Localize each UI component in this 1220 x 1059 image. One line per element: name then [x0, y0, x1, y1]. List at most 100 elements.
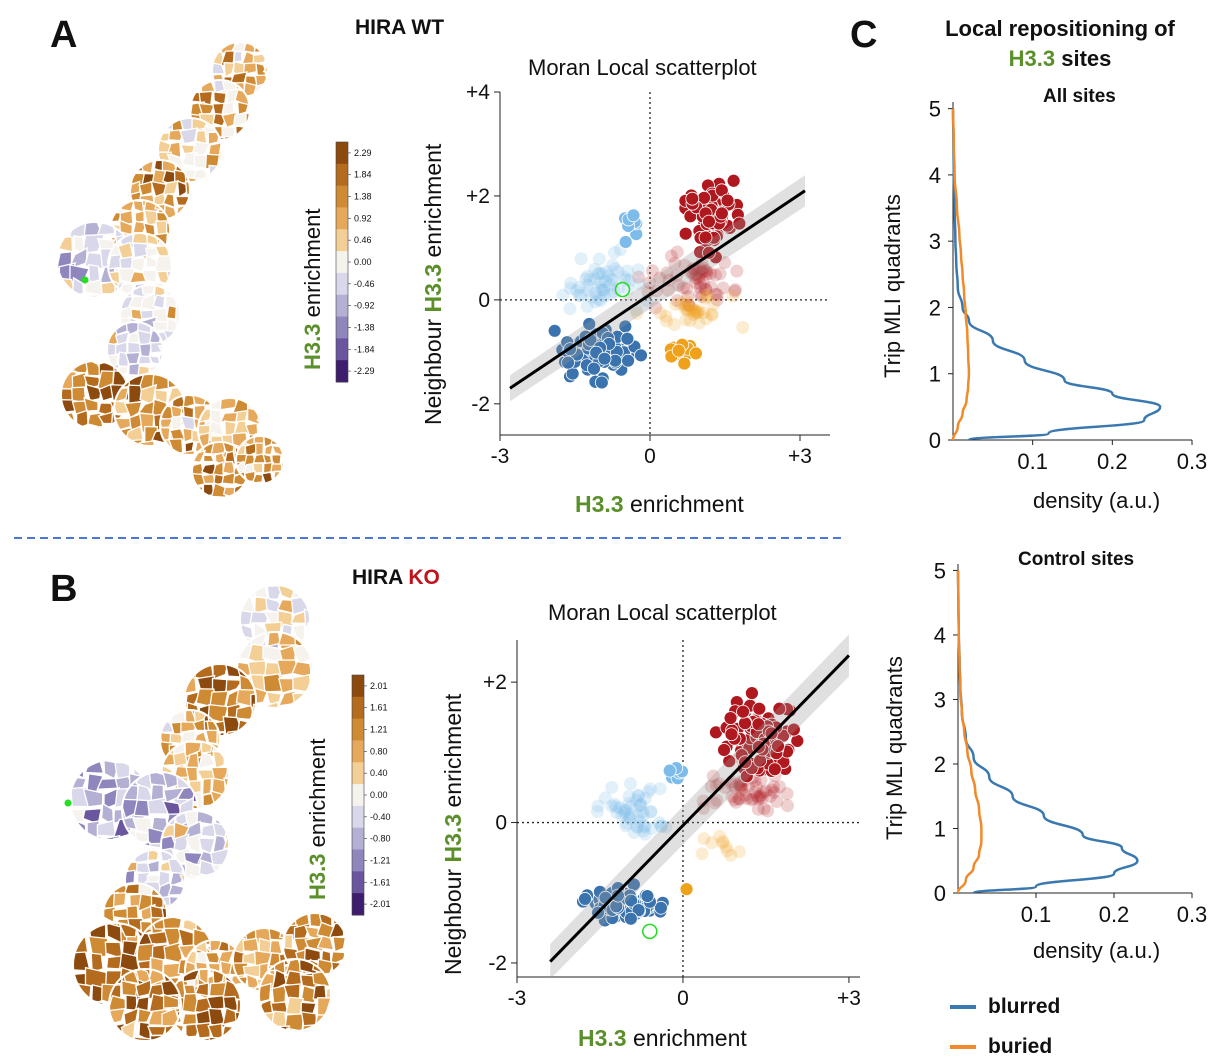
point-hh-faded	[725, 790, 739, 804]
tissue-cell	[251, 94, 267, 98]
point-ll-faded	[607, 246, 621, 260]
colorbar-a-title: H3.3 enrichment	[300, 209, 326, 370]
tissue-cell	[108, 294, 123, 297]
point-hh-faded	[761, 804, 775, 818]
scatter-a-ylabel: Neighbour H3.3 enrichment	[420, 144, 447, 425]
point-ll-faded	[570, 284, 584, 298]
point-hl-faded	[630, 306, 644, 320]
point-hl-faded	[719, 840, 733, 854]
colorbar-tick-label: 1.38	[354, 192, 372, 202]
colorbar-a-title-h33: H3.3	[300, 323, 325, 370]
point-hh-faded	[704, 280, 718, 294]
tissue-cell	[96, 819, 117, 838]
x-tick-label: 0.2	[1097, 449, 1128, 474]
tissue-cell	[344, 939, 347, 954]
point-hl-faded	[705, 307, 719, 321]
scatter-b-xlabel-h33: H3.3	[578, 1025, 627, 1051]
tissue-cell	[310, 1024, 331, 1031]
tissue-cell	[174, 304, 180, 323]
point-hl-faded	[716, 836, 730, 850]
x-tick-label: -3	[491, 445, 510, 468]
point-hh-faded	[730, 264, 744, 278]
tissue-cell	[70, 833, 90, 840]
point-hh-faded	[689, 271, 703, 285]
tissue-cell	[224, 862, 229, 879]
point-hh-faded	[752, 790, 766, 804]
colorbar-segment	[352, 849, 364, 872]
regression-line	[549, 654, 851, 963]
point-hl-faded	[725, 289, 739, 303]
tissue-cell	[138, 440, 157, 446]
tissue-cell	[224, 766, 229, 783]
point-ll-faded	[605, 272, 619, 286]
point-ll-faded	[574, 288, 588, 302]
point-ll-faded	[597, 282, 611, 296]
tissue-cell	[83, 396, 99, 412]
point-lh-faded	[641, 785, 655, 799]
tissue-cell	[223, 61, 236, 79]
tissue-blob-outline	[160, 810, 230, 880]
point-hh-faded	[642, 276, 656, 290]
point-ll	[634, 348, 648, 363]
tissue-cell	[306, 702, 313, 708]
tissue-cell	[182, 896, 185, 910]
point-hh-faded	[693, 277, 707, 291]
point-ll-faded	[594, 281, 608, 295]
point-ll-faded	[556, 288, 570, 302]
point-ll-faded	[601, 269, 615, 283]
point-hh-faded	[653, 271, 667, 285]
point-ll-faded	[591, 267, 605, 281]
legend-blurred: blurred	[950, 995, 1060, 1019]
point-ll-faded	[563, 281, 577, 295]
tissue-cell	[186, 205, 190, 220]
scatter-b-xlabel: H3.3 enrichment	[578, 1025, 747, 1052]
point-ll-faded	[572, 288, 586, 302]
tissue-cell	[147, 930, 169, 946]
point-hh-faded	[767, 785, 781, 799]
point-hl-faded	[686, 308, 700, 322]
point-ll	[582, 317, 597, 331]
point-hh-faded	[693, 287, 707, 301]
highlight-point	[642, 923, 658, 940]
point-hh-faded	[728, 284, 742, 298]
point-ll-faded	[597, 289, 611, 303]
point-hh-faded	[670, 245, 684, 259]
point-ll-faded	[606, 273, 620, 287]
point-hl-faded	[700, 290, 714, 304]
point-lh-faded	[615, 808, 629, 822]
point-hh-faded	[750, 780, 764, 794]
tissue-cell	[221, 126, 237, 138]
point-hh	[685, 191, 700, 206]
point-ll-faded	[582, 284, 596, 298]
point-lh-faded	[637, 820, 651, 834]
tissue-cell	[61, 422, 78, 429]
panel-c-title-line2: H3.3 sites	[900, 44, 1220, 74]
density-control-xlabel: density (a.u.)	[1033, 938, 1161, 963]
tissue-cell	[211, 460, 225, 477]
tissue-cell	[146, 1025, 168, 1036]
tissue-cell	[172, 750, 188, 767]
condition-title-wt: HIRA WT	[355, 16, 445, 39]
point-ll	[547, 323, 562, 338]
tissue-cell	[178, 329, 180, 342]
point-hh	[751, 717, 766, 732]
density-curve-buried	[956, 570, 983, 894]
point-hh-faded	[748, 785, 762, 799]
colorbar-tick-label: 0.80	[370, 746, 388, 756]
point-hh-faded	[767, 780, 781, 794]
tissue-cell	[295, 701, 313, 708]
point-lh-faded	[608, 797, 622, 811]
y-tick-label: 3	[929, 229, 941, 254]
colorbar-a-title-rest: enrichment	[300, 208, 325, 324]
point-hh-faded	[746, 792, 760, 806]
y-tick-label: 4	[929, 163, 941, 188]
tissue-cell	[181, 1013, 198, 1026]
colorbar-tick-label: -0.80	[370, 834, 391, 844]
tissue-cell	[70, 760, 85, 779]
tissue-cell	[234, 137, 250, 140]
point-hh-faded	[763, 789, 777, 803]
point-ll-faded	[594, 294, 608, 308]
point-hh-faded	[672, 278, 686, 292]
point-hh	[772, 701, 787, 716]
point-lh-faded	[629, 793, 643, 807]
